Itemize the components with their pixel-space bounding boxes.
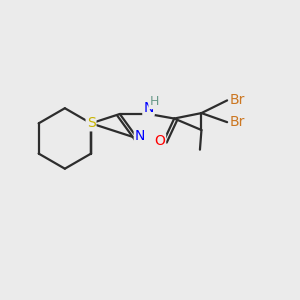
Text: O: O xyxy=(154,134,165,148)
Text: Br: Br xyxy=(230,115,245,129)
Text: S: S xyxy=(87,116,95,130)
Text: Br: Br xyxy=(230,93,245,107)
Text: N: N xyxy=(135,129,145,143)
Text: N: N xyxy=(143,101,154,115)
Text: H: H xyxy=(149,95,159,108)
